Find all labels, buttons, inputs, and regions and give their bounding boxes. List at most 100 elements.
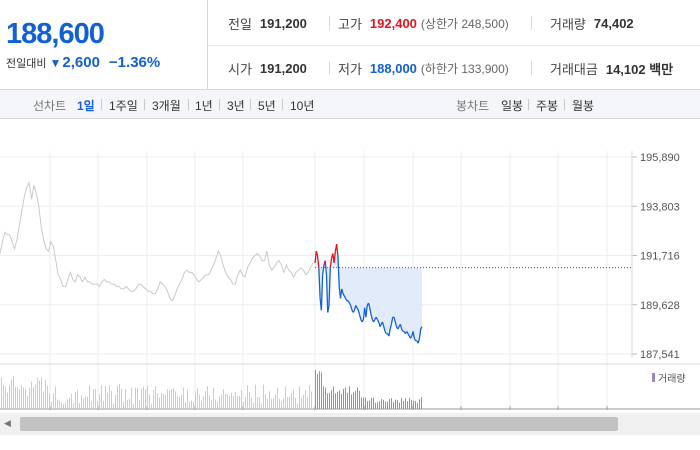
today-price-segment: [333, 251, 337, 264]
tab-5y[interactable]: 5년: [258, 99, 276, 113]
previous-volume-bar: [101, 385, 102, 409]
tab-weekly-candle[interactable]: 주봉: [536, 99, 559, 113]
amount-label: 거래대금: [550, 61, 598, 77]
previous-volume-bar: [301, 397, 302, 409]
previous-volume-bar: [123, 401, 124, 409]
previous-volume-bar: [251, 397, 252, 409]
previous-volume-bar: [115, 394, 116, 409]
today-price-segment: [399, 324, 403, 330]
previous-volume-bar: [211, 399, 212, 409]
quote-grid: 전일 191,200 고가 192,400 (상한가 248,500) 거래량 …: [208, 0, 700, 90]
previous-volume-bar: [53, 392, 54, 409]
today-volume-bar: [351, 394, 352, 409]
today-volume-bar: [327, 393, 328, 409]
today-volume-bar: [335, 393, 336, 409]
scroll-left-arrow-icon[interactable]: ◀: [4, 418, 11, 428]
today-volume-bar: [415, 400, 416, 409]
previous-volume-bar: [253, 403, 254, 409]
today-volume-bar: [333, 386, 334, 409]
prev-close: 전일 191,200: [228, 12, 307, 34]
previous-volume-bar: [259, 397, 260, 409]
today-price-segment: [352, 309, 356, 313]
tab-monthly-candle[interactable]: 월봉: [572, 99, 595, 113]
chart-scrollbar[interactable]: ◀: [0, 413, 700, 435]
tab-10y[interactable]: 10년: [290, 99, 315, 113]
previous-volume-bar: [235, 391, 236, 409]
previous-volume-bar: [99, 394, 100, 409]
divider: [531, 16, 532, 30]
previous-volume-bar: [155, 386, 156, 409]
divider: [528, 99, 529, 110]
previous-volume-bar: [25, 389, 26, 409]
today-volume-bar: [361, 397, 362, 409]
today-volume-bar: [371, 397, 372, 409]
tab-daily-candle[interactable]: 일봉: [501, 99, 524, 113]
previous-volume-bar: [63, 403, 64, 409]
tab-1d[interactable]: 1일: [77, 99, 95, 113]
prev-close-value: 191,200: [259, 15, 307, 31]
previous-volume-bar: [297, 403, 298, 409]
high-limit: (상한가 248,500): [420, 16, 509, 31]
today-volume-bar: [363, 397, 364, 409]
today-price-segment: [329, 258, 333, 268]
previous-volume-bar: [249, 392, 250, 409]
previous-volume-bar: [221, 394, 222, 409]
today-fill-area: [315, 244, 422, 344]
today-price-segment: [417, 338, 421, 344]
today-volume-bar: [419, 399, 420, 409]
tab-1w[interactable]: 1주일: [109, 99, 138, 113]
today-volume-bar: [343, 388, 344, 409]
previous-volume-bar: [287, 397, 288, 409]
previous-volume-bar: [55, 386, 56, 409]
previous-volume-bar: [197, 388, 198, 409]
today-volume-bar: [373, 397, 374, 409]
previous-volume-bar: [217, 401, 218, 409]
today-price-segment: [315, 250, 319, 257]
previous-volume-bar: [245, 397, 246, 409]
today-volume-bar: [375, 402, 376, 409]
previous-volume-bar: [267, 398, 268, 409]
previous-volume-bar: [309, 385, 310, 409]
y-tick-label: 189,628: [640, 300, 680, 312]
tab-3y[interactable]: 3년: [227, 99, 245, 113]
previous-volume-bar: [13, 376, 14, 409]
today-price-segment: [325, 274, 329, 313]
today-price-segment: [406, 331, 409, 335]
open-label: 시가: [228, 61, 252, 77]
chart-period-tabs: 선차트 1일 1주일 3개월 1년 3년 5년 10년 봉차트 일봉 주봉 월봉: [0, 90, 700, 119]
previous-volume-bar: [11, 379, 12, 409]
previous-volume-bar: [65, 402, 66, 409]
previous-volume-bar: [141, 388, 142, 409]
previous-volume-bar: [47, 385, 48, 409]
previous-volume-bar: [147, 385, 148, 409]
today-price-segment: [316, 255, 320, 268]
tab-1y[interactable]: 1년: [195, 99, 213, 113]
previous-volume-bar: [299, 386, 300, 409]
today-price-segment: [388, 328, 391, 337]
scrollbar-thumb[interactable]: [20, 417, 618, 431]
low-value: 188,000: [369, 60, 417, 76]
today-volume-bar: [391, 398, 392, 409]
previous-volume-bar: [127, 399, 128, 409]
today-volume-bar: [325, 387, 326, 409]
today-price-segment: [376, 319, 380, 323]
y-tick-label: 195,890: [640, 152, 680, 164]
today-volume-bar: [413, 400, 414, 409]
today-volume-bar: [377, 402, 378, 409]
today-price-segment: [324, 260, 328, 275]
previous-volume-bar: [149, 394, 150, 409]
change-value: 2,600: [62, 54, 100, 71]
previous-volume-bar: [171, 389, 172, 409]
today-price-segment: [361, 319, 364, 323]
divider: [101, 99, 102, 110]
low-limit: (하한가 133,900): [420, 61, 509, 76]
today-price-segment: [383, 326, 386, 332]
today-volume-bar: [401, 397, 402, 409]
today-price-segment: [347, 300, 350, 304]
quote-summary: 188,600 전일대비 ▼ 2,600 −1.36% 전일 191,200 고…: [0, 0, 700, 90]
high-value: 192,400: [369, 15, 417, 31]
previous-volume-bar: [81, 395, 82, 409]
divider: [329, 16, 330, 30]
tab-3m[interactable]: 3개월: [152, 99, 181, 113]
today-volume-bar: [359, 390, 360, 409]
